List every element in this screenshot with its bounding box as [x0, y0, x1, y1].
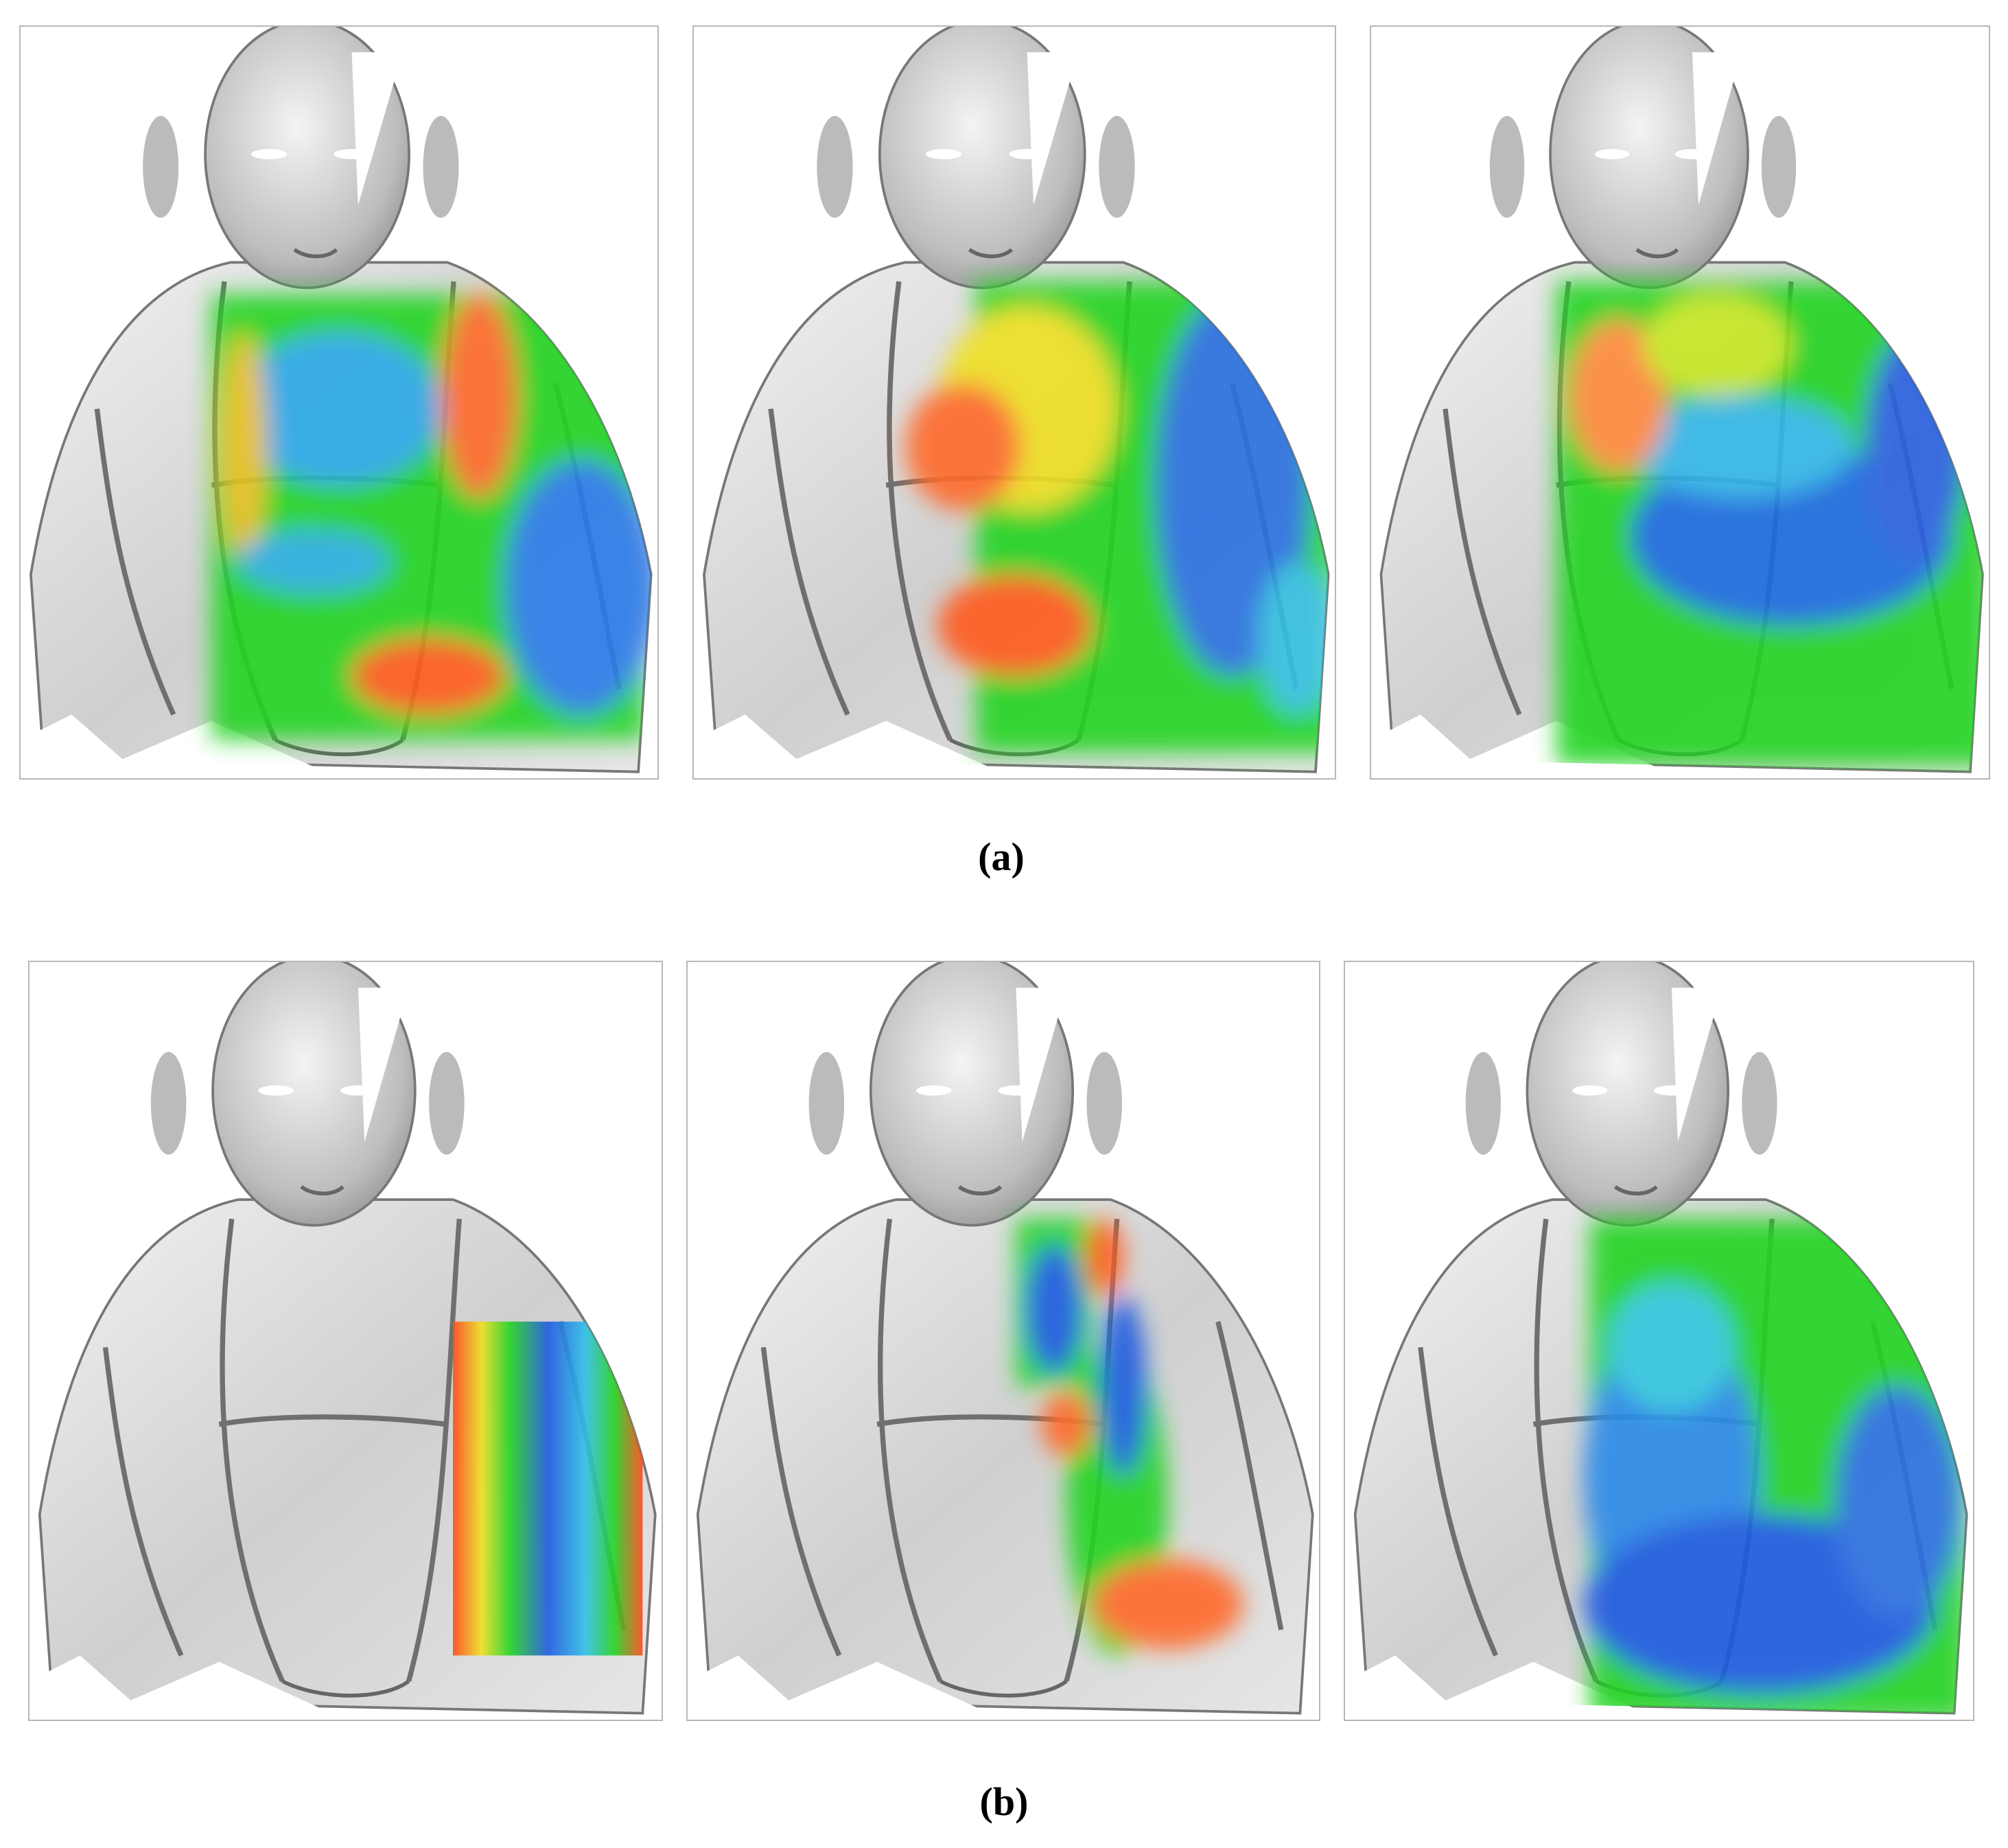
caption: (b)	[979, 1779, 1029, 1824]
scan-image	[1345, 962, 1973, 1720]
panel-b1	[28, 961, 663, 1721]
scan-image	[1371, 27, 1989, 778]
scan-image	[21, 27, 657, 778]
scan-image	[688, 962, 1319, 1720]
scan-image	[30, 962, 662, 1720]
panel-b3	[1344, 961, 1974, 1721]
scan-image	[694, 27, 1335, 778]
panel-a2	[692, 25, 1336, 780]
caption: (a)	[978, 834, 1025, 879]
panel-b2	[686, 961, 1320, 1721]
panel-a3	[1370, 25, 1990, 780]
panel-a1	[19, 25, 659, 780]
